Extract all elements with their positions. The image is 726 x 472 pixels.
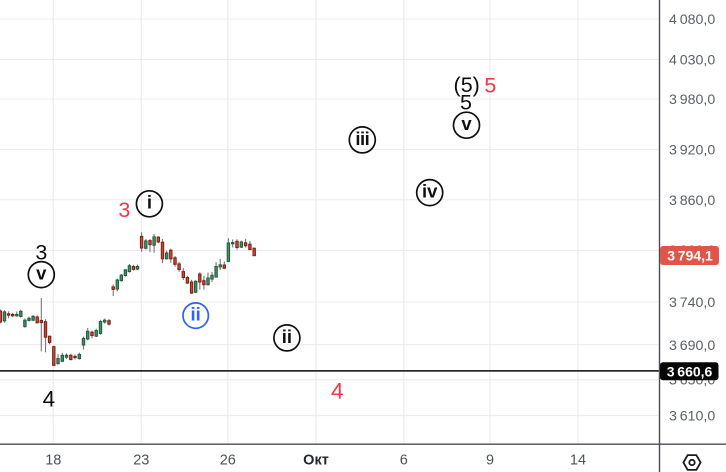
svg-text:v: v <box>36 263 47 284</box>
svg-text:3 920,0: 3 920,0 <box>669 143 715 159</box>
svg-text:ii: ii <box>191 304 201 325</box>
svg-text:3 860,0: 3 860,0 <box>669 193 715 209</box>
svg-text:(5): (5) <box>454 73 480 97</box>
svg-text:9: 9 <box>486 453 494 469</box>
svg-text:5: 5 <box>460 91 472 115</box>
svg-text:iv: iv <box>422 181 438 202</box>
svg-text:3 980,0: 3 980,0 <box>669 92 715 108</box>
svg-text:i: i <box>147 192 152 213</box>
svg-text:3: 3 <box>118 198 130 222</box>
svg-text:4 030,0: 4 030,0 <box>669 53 715 69</box>
svg-text:3 660,6: 3 660,6 <box>667 363 713 379</box>
svg-text:18: 18 <box>45 453 61 469</box>
svg-text:14: 14 <box>570 453 586 469</box>
svg-text:4: 4 <box>43 386 56 411</box>
svg-text:26: 26 <box>220 453 236 469</box>
svg-text:v: v <box>461 113 472 134</box>
svg-text:3 610,0: 3 610,0 <box>669 409 715 425</box>
svg-text:3: 3 <box>35 241 47 265</box>
svg-text:3 740,0: 3 740,0 <box>669 295 715 311</box>
svg-text:ii: ii <box>282 326 292 347</box>
svg-text:5: 5 <box>484 73 496 97</box>
svg-text:iii: iii <box>355 128 369 149</box>
svg-text:23: 23 <box>133 453 149 469</box>
svg-text:3 690,0: 3 690,0 <box>669 338 715 354</box>
svg-text:3 794,1: 3 794,1 <box>667 248 713 264</box>
svg-text:6: 6 <box>400 453 408 469</box>
svg-text:4 080,0: 4 080,0 <box>669 12 715 28</box>
svg-text:Окт: Окт <box>303 453 329 469</box>
svg-text:4: 4 <box>331 378 344 403</box>
